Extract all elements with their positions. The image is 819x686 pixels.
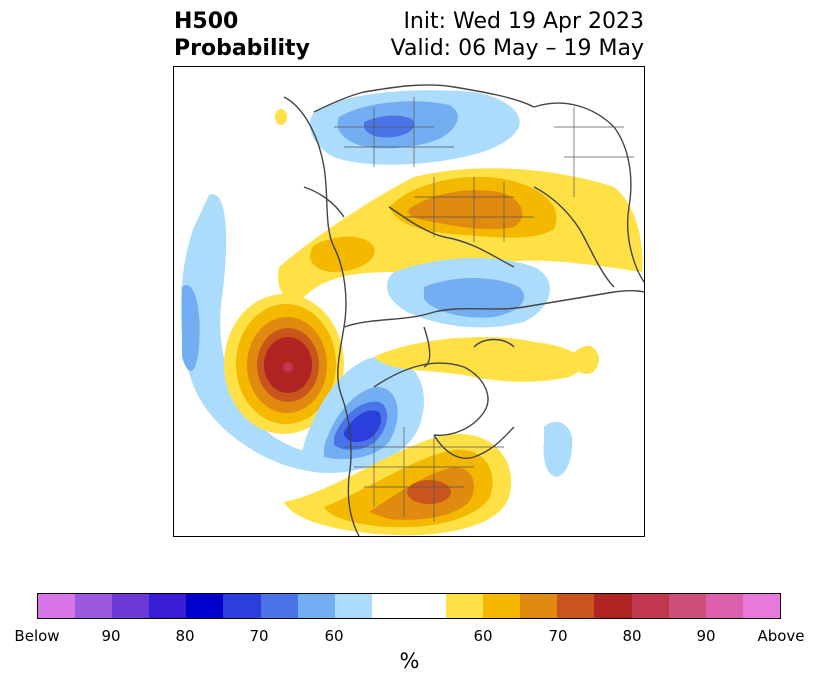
map-svg [174,67,644,536]
colorbar-tick-label: Above [757,627,805,645]
colorbar-tick-label: 70 [249,627,269,645]
ridge-small-north [275,109,287,125]
country-borders [334,97,634,522]
valid-range: Valid: 06 May – 19 May [390,36,644,61]
trough-central-atlantic [543,421,573,477]
colorbar-segment [112,594,150,618]
colorbar-segment [483,594,521,618]
colorbar-segment [631,594,669,618]
title-variable: H500 [174,9,239,34]
colorbar-segment [705,594,743,618]
colorbar-segment [408,594,447,618]
trough-east-asia [310,90,520,165]
title-probability: Probability [174,36,310,61]
colorbar-segment [371,594,409,618]
colorbar-tick-label: 60 [473,627,493,645]
chart-title-right: Init: Wed 19 Apr 2023 Valid: 06 May – 19… [391,8,644,62]
ridge-northeast-pacific [224,294,344,434]
colorbar-tick-label: 90 [696,627,716,645]
colorbar-segment [446,594,484,618]
ridge-eastern-us [284,433,512,536]
trough-west-of-north-america [180,194,340,473]
colorbar-segment [186,594,224,618]
colorbar-segment [557,594,595,618]
colorbar-segment [520,594,558,618]
colorbar-tick-label: 70 [548,627,568,645]
colorbar-segment [334,594,372,618]
colorbar-tick-label: Below [14,627,60,645]
colorbar-segment [594,594,632,618]
colorbar-segment [668,594,706,618]
colorbar-unit: % [399,649,420,673]
colorbar-segment [149,594,187,618]
trough-arctic-europe [386,257,551,328]
chart-title-left: H500 Probability [174,8,310,62]
colorbar-segment [38,594,76,618]
trough-western-us [299,356,424,473]
colorbar-tick-label: 60 [324,627,344,645]
colorbar-segment [742,594,780,618]
init-date: Init: Wed 19 Apr 2023 [403,9,644,34]
coastlines [283,84,644,536]
colorbar-segment [75,594,113,618]
colorbar-segment [260,594,298,618]
colorbar-segment [297,594,335,618]
colorbar-tick-label: 90 [101,627,121,645]
colorbar-ticks: Below 90 80 70 60 60 70 80 90 Above [0,627,819,647]
probability-map [173,66,645,537]
colorbar-segment [223,594,261,618]
colorbar-tick-label: 80 [175,627,195,645]
ridge-north-atlantic [278,168,643,382]
colorbar-tick-label: 80 [622,627,642,645]
colorbar [37,593,781,619]
